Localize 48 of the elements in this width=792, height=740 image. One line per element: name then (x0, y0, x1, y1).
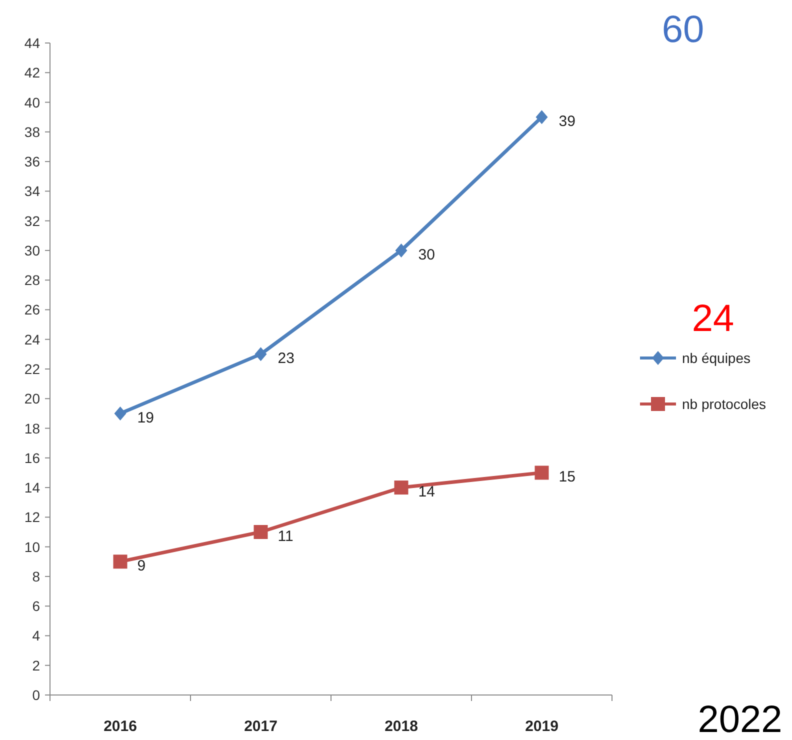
data-label: 11 (278, 528, 294, 545)
y-tick-label: 36 (24, 154, 40, 170)
y-tick-label: 32 (24, 212, 40, 229)
y-tick-label: 12 (24, 509, 40, 526)
y-tick-label: 28 (24, 272, 40, 288)
data-label: 30 (418, 246, 435, 264)
y-tick-label: 42 (24, 64, 40, 81)
point (395, 243, 408, 258)
y-tick-label: 24 (24, 331, 40, 348)
y-tick-label: 14 (24, 480, 40, 496)
data-label: 14 (418, 484, 435, 501)
y-tick-label: 10 (24, 538, 40, 555)
point (254, 525, 268, 539)
y-tick-label: 20 (24, 390, 40, 407)
point (536, 110, 548, 124)
y-tick-label: 26 (24, 302, 40, 318)
y-tick-label: 38 (24, 124, 40, 140)
legend-label: nb protocoles (682, 396, 766, 412)
data-label: 9 (137, 558, 146, 575)
point (534, 466, 549, 480)
y-tick-label: 16 (24, 450, 40, 466)
y-tick-label: 4 (32, 628, 40, 644)
point (113, 554, 128, 569)
data-label: 39 (558, 113, 576, 130)
y-tick-label: 40 (24, 94, 40, 110)
y-tick-label: 0 (32, 687, 40, 703)
y-tick-label: 8 (32, 568, 40, 584)
text: 24 (692, 298, 734, 340)
y-tick-label: 6 (32, 598, 40, 614)
x-tick-label: 2017 (244, 718, 278, 735)
text: 60 (662, 9, 704, 51)
point (394, 480, 408, 495)
point (114, 406, 126, 420)
y-tick-label: 30 (24, 242, 40, 258)
data-label: 19 (137, 409, 154, 426)
data-label: 15 (558, 468, 576, 486)
y-tick-label: 44 (24, 35, 40, 51)
y-tick-label: 34 (24, 183, 40, 200)
data-label: 23 (278, 350, 294, 368)
text: 2022 (698, 699, 782, 740)
point (254, 347, 267, 362)
x-tick-label: 2018 (384, 718, 418, 735)
y-tick-label: 18 (24, 420, 40, 436)
x-tick-label: 2016 (104, 718, 137, 735)
y-tick-label: 2 (32, 657, 40, 674)
y-tick-label: 22 (24, 361, 40, 377)
legend-label: nb équipes (682, 350, 751, 366)
x-tick-label: 2019 (525, 718, 558, 735)
